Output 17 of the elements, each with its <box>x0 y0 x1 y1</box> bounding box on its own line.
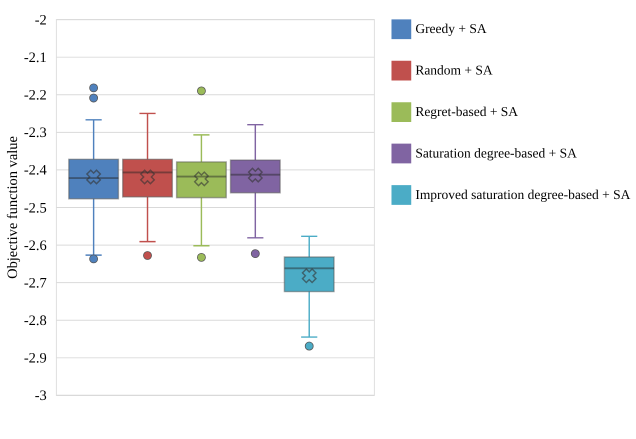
y-tick-label: -3 <box>34 388 47 404</box>
y-tick-label: -2.4 <box>24 162 47 179</box>
legend-label: Improved saturation degree-based + SA <box>415 186 631 202</box>
legend-label: Saturation degree-based + SA <box>415 145 578 160</box>
y-tick-label: -2.5 <box>24 200 47 216</box>
legend-label: Random + SA <box>415 62 493 78</box>
y-tick-label: -2.1 <box>24 50 47 66</box>
y-tick-label: -2.2 <box>24 88 47 104</box>
y-tick-label: -2 <box>34 12 47 28</box>
y-tick-label: -2.3 <box>24 125 47 142</box>
y-tick-label: -2.8 <box>24 313 47 330</box>
y-tick-label: -2.6 <box>24 238 47 254</box>
y-tick-label: -2.7 <box>24 275 47 292</box>
legend-label: Regret-based + SA <box>415 104 518 119</box>
legend-label: Greedy + SA <box>415 21 487 36</box>
y-tick-label: -2.9 <box>24 350 47 367</box>
y-axis-title: Objective function value <box>5 136 22 279</box>
